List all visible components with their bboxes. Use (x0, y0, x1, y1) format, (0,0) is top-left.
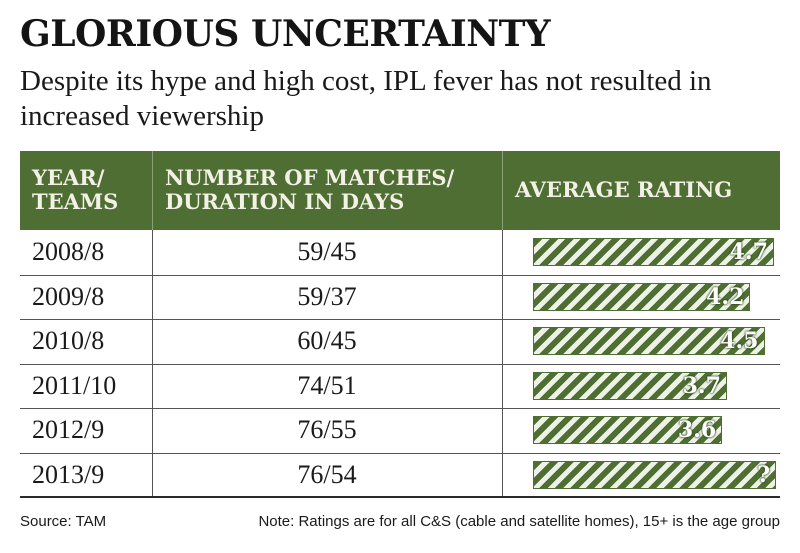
rating-bar (533, 416, 723, 445)
header-separator (502, 151, 503, 230)
cell-matches-days: 60/45 (297, 326, 357, 356)
cell-year-teams: 2009/8 (32, 281, 105, 311)
cell-year-teams: 2011/10 (32, 370, 117, 400)
cell-matches-days: 76/55 (297, 415, 357, 445)
cell-matches-days: 74/51 (297, 370, 357, 400)
header-separator (152, 151, 153, 230)
rating-label: 4.2 (706, 283, 745, 310)
table-bottom-border (20, 496, 780, 498)
chart-title: GLORIOUS UNCERTAINTY (20, 13, 551, 55)
rating-label: 4.5 (720, 328, 759, 355)
cell-year-teams: 2013/9 (32, 459, 105, 489)
header-matches-duration: NUMBER OF MATCHES/ DURATION IN DAYS (165, 165, 455, 214)
rating-bar (533, 327, 765, 356)
rating-bar (533, 282, 751, 311)
row-divider (20, 452, 780, 454)
header-average-rating: AVERAGE RATING (515, 177, 733, 202)
chart-subtitle: Despite its hype and high cost, IPL feve… (20, 65, 712, 132)
source-note: Source: TAM (20, 513, 107, 530)
row-divider (20, 274, 780, 276)
rating-label: 3.6 (677, 417, 717, 444)
cell-matches-days: 76/54 (297, 459, 357, 489)
row-divider (20, 363, 780, 365)
row-divider (20, 319, 780, 320)
rating-bar (533, 371, 727, 400)
ratings-note: Note: Ratings are for all C&S (cable and… (258, 513, 780, 530)
cell-matches-days: 59/37 (297, 281, 357, 311)
rating-label: 4.7 (729, 239, 768, 266)
cell-matches-days: 59/45 (297, 237, 357, 267)
rating-label: 3.7 (682, 372, 721, 399)
rating-bar (533, 238, 774, 267)
cell-year-teams: 2012/9 (32, 415, 105, 445)
table-header (20, 151, 780, 230)
header-year-teams: YEAR/ TEAMS (32, 165, 119, 214)
row-divider (20, 408, 780, 409)
rating-bar (533, 460, 776, 489)
cell-year-teams: 2008/8 (32, 237, 105, 267)
rating-label: ? (757, 461, 770, 488)
cell-year-teams: 2010/8 (32, 326, 105, 356)
